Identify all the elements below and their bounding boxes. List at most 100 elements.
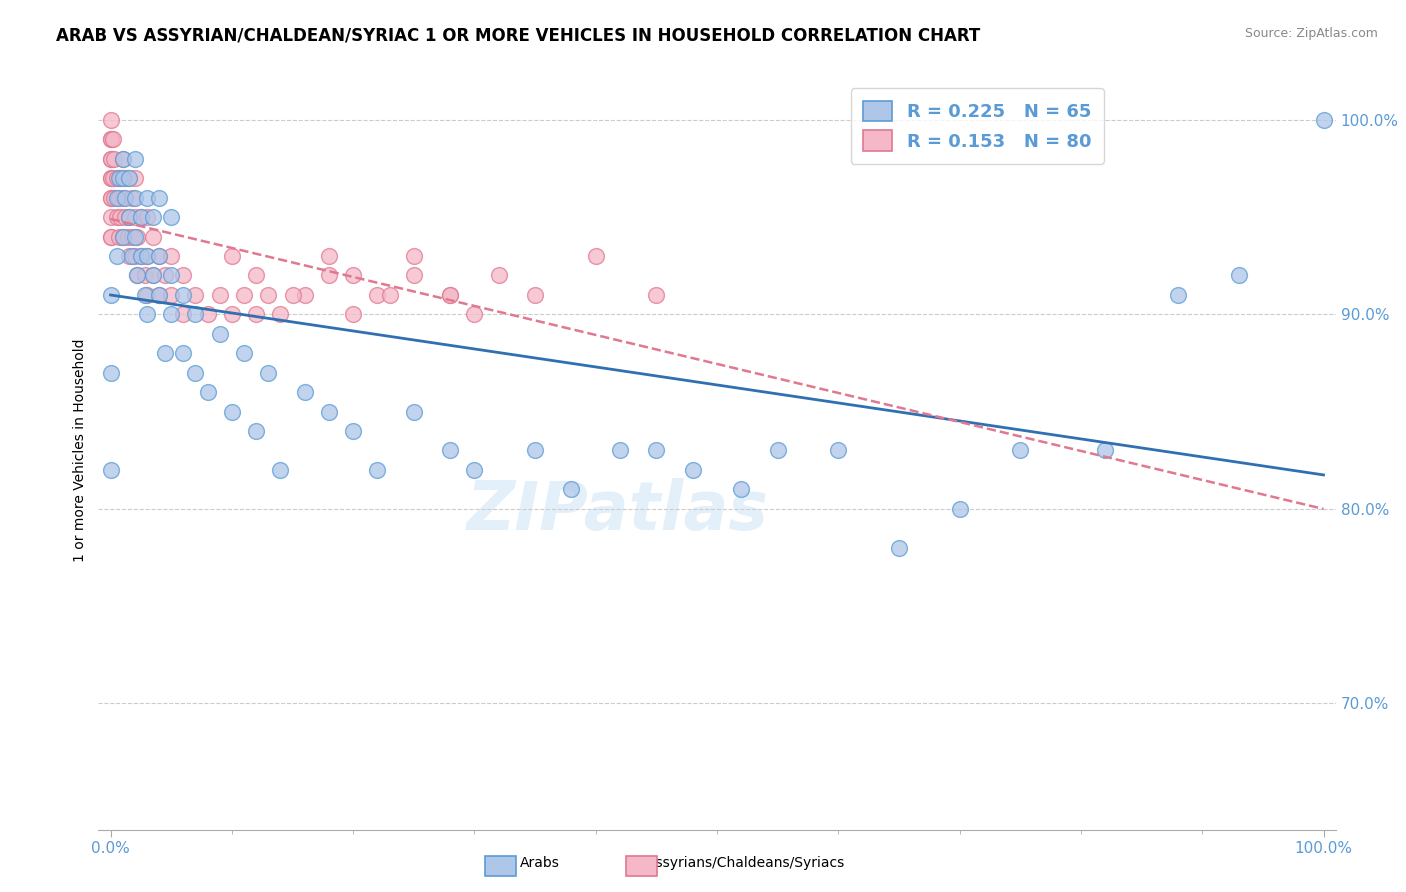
- Point: [402, 404, 425, 418]
- Point: [111, 229, 134, 244]
- Point: [121, 191, 143, 205]
- Point: [245, 424, 267, 438]
- Point: [118, 210, 141, 224]
- Point: [160, 288, 183, 302]
- Point: [100, 152, 122, 166]
- Point: [100, 191, 122, 205]
- Point: [136, 307, 159, 321]
- Point: [245, 268, 267, 283]
- Point: [124, 191, 146, 205]
- Point: [111, 229, 134, 244]
- Point: [160, 249, 183, 263]
- Point: [524, 288, 547, 302]
- Point: [1167, 288, 1189, 302]
- Point: [105, 210, 128, 224]
- Point: [172, 288, 194, 302]
- Point: [439, 288, 461, 302]
- Point: [142, 268, 165, 283]
- Text: Source: ZipAtlas.com: Source: ZipAtlas.com: [1244, 27, 1378, 40]
- Point: [100, 288, 122, 302]
- Point: [463, 463, 485, 477]
- Point: [160, 307, 183, 321]
- Point: [111, 152, 134, 166]
- Point: [148, 288, 170, 302]
- Point: [100, 152, 122, 166]
- Point: [366, 463, 388, 477]
- Point: [184, 366, 207, 380]
- Point: [105, 171, 128, 186]
- Point: [221, 249, 243, 263]
- Point: [342, 424, 364, 438]
- Point: [142, 210, 165, 224]
- Point: [560, 483, 582, 497]
- Point: [233, 288, 256, 302]
- Point: [766, 443, 789, 458]
- Point: [208, 326, 231, 341]
- Point: [148, 249, 170, 263]
- Point: [124, 152, 146, 166]
- Point: [730, 483, 752, 497]
- Y-axis label: 1 or more Vehicles in Household: 1 or more Vehicles in Household: [73, 339, 87, 562]
- Point: [100, 366, 122, 380]
- Point: [827, 443, 849, 458]
- Point: [129, 210, 152, 224]
- Point: [1227, 268, 1250, 283]
- Point: [318, 249, 340, 263]
- Point: [105, 191, 128, 205]
- Point: [645, 443, 668, 458]
- Point: [281, 288, 304, 302]
- Point: [136, 191, 159, 205]
- Point: [488, 268, 510, 283]
- Text: Assyrians/Chaldeans/Syriacs: Assyrians/Chaldeans/Syriacs: [647, 855, 845, 870]
- Point: [108, 171, 131, 186]
- Point: [439, 443, 461, 458]
- Point: [100, 463, 122, 477]
- Point: [129, 249, 152, 263]
- Point: [127, 268, 149, 283]
- Point: [366, 288, 388, 302]
- Point: [129, 249, 152, 263]
- Point: [342, 268, 364, 283]
- Point: [148, 191, 170, 205]
- Point: [118, 171, 141, 186]
- Point: [100, 210, 122, 224]
- Point: [172, 268, 194, 283]
- Point: [100, 171, 122, 186]
- Point: [121, 249, 143, 263]
- Point: [136, 249, 159, 263]
- Point: [124, 249, 146, 263]
- Point: [269, 307, 291, 321]
- Point: [1094, 443, 1116, 458]
- Point: [101, 132, 124, 146]
- Point: [585, 249, 607, 263]
- Point: [184, 307, 207, 321]
- Point: [134, 268, 156, 283]
- Point: [100, 229, 122, 244]
- Point: [609, 443, 631, 458]
- Point: [103, 152, 125, 166]
- Point: [121, 229, 143, 244]
- Point: [294, 385, 316, 400]
- Point: [257, 366, 280, 380]
- Point: [949, 501, 972, 516]
- Text: ARAB VS ASSYRIAN/CHALDEAN/SYRIAC 1 OR MORE VEHICLES IN HOUSEHOLD CORRELATION CHA: ARAB VS ASSYRIAN/CHALDEAN/SYRIAC 1 OR MO…: [56, 27, 980, 45]
- Point: [101, 171, 124, 186]
- Point: [117, 229, 139, 244]
- Legend: R = 0.225   N = 65, R = 0.153   N = 80: R = 0.225 N = 65, R = 0.153 N = 80: [851, 88, 1104, 164]
- Point: [142, 268, 165, 283]
- Point: [100, 229, 122, 244]
- Point: [233, 346, 256, 360]
- Point: [118, 210, 141, 224]
- Point: [160, 268, 183, 283]
- Point: [136, 210, 159, 224]
- Point: [245, 307, 267, 321]
- Point: [114, 210, 136, 224]
- Point: [172, 346, 194, 360]
- Point: [114, 171, 136, 186]
- Point: [100, 112, 122, 127]
- Point: [124, 210, 146, 224]
- Point: [108, 229, 131, 244]
- Point: [148, 288, 170, 302]
- Point: [1010, 443, 1032, 458]
- Point: [221, 404, 243, 418]
